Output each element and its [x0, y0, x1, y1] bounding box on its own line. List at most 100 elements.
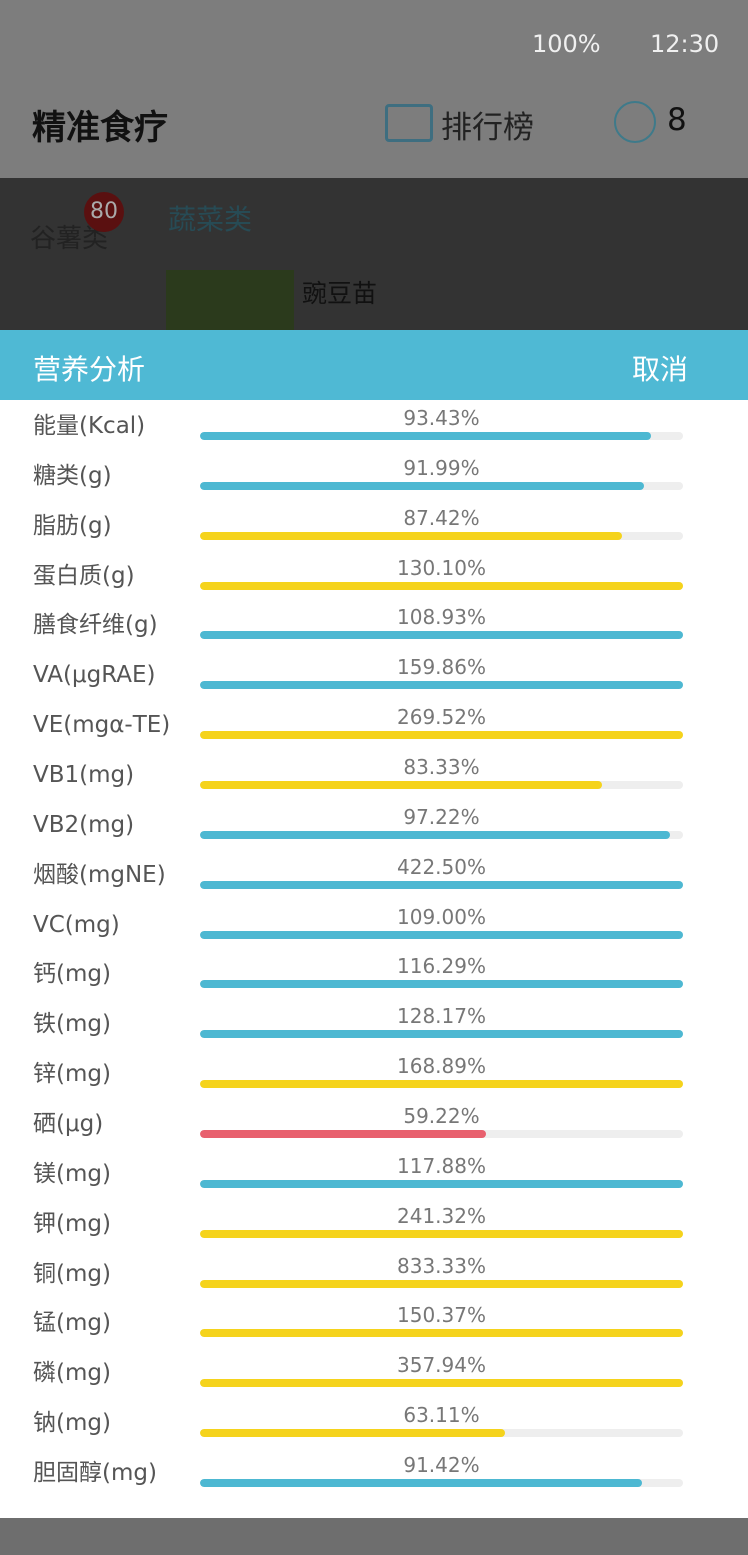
percent-label: 116.29%: [397, 954, 486, 979]
percent-label: 159.86%: [397, 655, 486, 680]
progress-track: [200, 1229, 683, 1238]
progress-track: [200, 731, 683, 740]
nutrient-name: 胆固醇(mg): [33, 1460, 157, 1487]
nutrient-name: VE(mgα-TE): [33, 712, 171, 739]
badge: 80: [84, 192, 124, 232]
percent-label: 357.94%: [397, 1353, 486, 1378]
percent-label: 91.99%: [403, 455, 480, 480]
progress-track: [200, 1479, 683, 1488]
percent-label: 109.00%: [397, 904, 486, 929]
ranking-button[interactable]: 排行榜: [441, 110, 534, 146]
progress-track: [200, 930, 683, 939]
nutrient-name: 锰(mg): [33, 1310, 111, 1337]
progress-bar: [200, 432, 652, 440]
progress-bar: [200, 980, 683, 989]
progress-track: [200, 631, 683, 640]
progress-track: [200, 1130, 683, 1139]
progress-bar: [200, 481, 645, 490]
percent-label: 833.33%: [397, 1253, 486, 1278]
progress-track: [200, 1030, 683, 1039]
progress-track: [200, 781, 683, 790]
nutrient-name: VC(mg): [33, 911, 120, 938]
progress-bar: [200, 930, 683, 939]
nutrient-name: 糖类(g): [33, 462, 112, 489]
progress-bar: [200, 1479, 642, 1488]
percent-label: 91.42%: [403, 1453, 480, 1478]
clock: 12:30: [650, 30, 720, 58]
nutrient-name: 能量(Kcal): [33, 413, 146, 439]
progress-track: [200, 1429, 683, 1438]
percent-label: 87.42%: [403, 505, 480, 530]
percent-label: 241.32%: [397, 1203, 486, 1228]
category: 蔬菜类: [168, 203, 253, 236]
progress-bar: [200, 1030, 683, 1039]
percent-label: 97.22%: [403, 804, 480, 829]
progress-bar: [200, 1080, 683, 1089]
progress-bar: [200, 1229, 683, 1238]
percent-label: 150.37%: [397, 1303, 486, 1328]
progress-track: [200, 1379, 683, 1388]
top-bar: [0, 0, 748, 178]
progress-track: [200, 1179, 683, 1188]
shop-icon[interactable]: [385, 104, 433, 142]
dialog-header: [0, 330, 748, 400]
coin-icon: [614, 101, 656, 143]
nutrient-name: VA(μgRAE): [33, 662, 156, 689]
progress-track: [200, 681, 683, 690]
progress-track: [200, 880, 683, 889]
food-name: 豌豆苗: [302, 279, 378, 308]
cancel-button[interactable]: 取消: [632, 353, 689, 386]
progress-bar: [200, 1179, 683, 1188]
progress-bar: [200, 1130, 487, 1139]
progress-bar: [200, 581, 683, 590]
nutrient-name: 锌(mg): [33, 1061, 111, 1088]
progress-bar: [200, 1379, 683, 1388]
nutrient-name: 膳食纤维(g): [33, 612, 158, 639]
progress-bar: [200, 681, 683, 690]
app-title: 精准食疗: [32, 108, 168, 148]
percent-label: 59.22%: [403, 1104, 480, 1129]
nutrient-name: 钠(mg): [33, 1410, 111, 1437]
nutrient-name: 钙(mg): [33, 961, 111, 988]
percent-label: 117.88%: [397, 1153, 486, 1178]
progress-bar: [200, 1429, 505, 1438]
progress-track: [200, 1080, 683, 1089]
progress-bar: [200, 1329, 683, 1338]
progress-track: [200, 481, 683, 490]
percent-label: 108.93%: [397, 605, 486, 630]
battery-level: 100%: [532, 30, 601, 58]
percent-label: 93.43%: [403, 406, 480, 430]
nutrient-name: 铁(mg): [33, 1011, 111, 1038]
percent-label: 168.89%: [397, 1054, 486, 1079]
progress-track: [200, 581, 683, 590]
percent-label: 269.52%: [397, 705, 486, 730]
progress-track: [200, 830, 683, 839]
percent-label: 128.17%: [397, 1004, 486, 1029]
percent-label: 130.10%: [397, 555, 486, 580]
progress-track: [200, 1279, 683, 1288]
coin-count: 8: [667, 102, 687, 138]
percent-label: 63.11%: [403, 1403, 480, 1428]
nutrient-name: VB2(mg): [33, 811, 135, 838]
food-image: [166, 270, 294, 330]
progress-bar: [200, 830, 670, 839]
dialog-title: 营养分析: [33, 353, 146, 386]
nutrient-name: 烟酸(mgNE): [33, 861, 166, 888]
nutrient-name: 钾(mg): [33, 1210, 111, 1237]
nutrient-name: 磷(mg): [33, 1360, 111, 1387]
percent-label: 83.33%: [403, 755, 480, 780]
nav-bar: [0, 1518, 748, 1555]
nutrient-name: 镁(mg): [33, 1160, 111, 1187]
progress-bar: [200, 1279, 683, 1288]
nutrient-name: 蛋白质(g): [33, 562, 135, 589]
nutrient-list: 能量(Kcal) 93.43% 糖类(g) 91.99% 脂肪(g) 87.42% 蛋白质(…: [0, 400, 748, 1518]
progress-bar: [200, 731, 683, 740]
progress-bar: [200, 880, 683, 889]
progress-bar: [200, 631, 683, 640]
progress-track: [200, 531, 683, 540]
nutrient-name: 硒(μg): [33, 1111, 104, 1138]
background-list: [0, 178, 748, 330]
progress-track: [200, 1329, 683, 1338]
progress-track: [200, 432, 683, 440]
